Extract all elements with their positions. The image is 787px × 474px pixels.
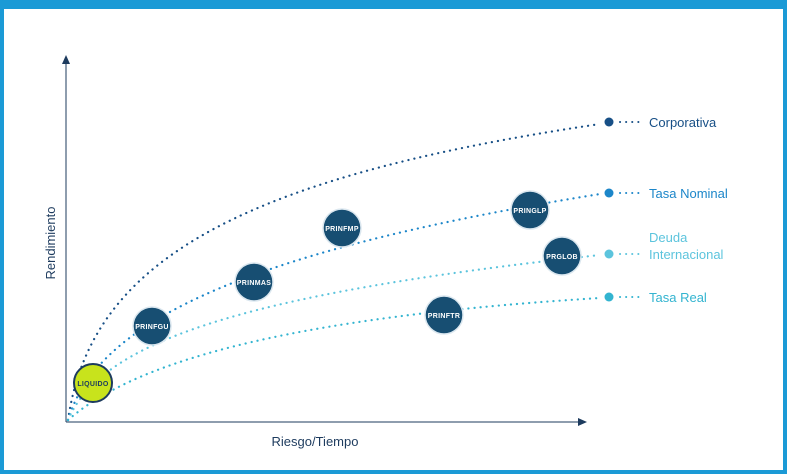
svg-text:PRINFMP: PRINFMP — [325, 226, 359, 233]
legend-dot-icon — [604, 249, 614, 259]
legend-deuda-internacional: Deuda Internacional — [604, 230, 724, 262]
x-axis-label: Riesgo/Tiempo — [272, 434, 359, 449]
legend-label-internacional: Internacional — [649, 247, 724, 262]
node-prinftr: PRINFTR — [424, 295, 464, 335]
legend-dot-icon — [604, 117, 614, 127]
svg-text:PRINFTR: PRINFTR — [428, 313, 460, 320]
legend-label-tasa-real: Tasa Real — [649, 290, 707, 305]
svg-text:PRINGLP: PRINGLP — [513, 208, 546, 215]
y-axis-arrow-icon — [62, 55, 70, 64]
legend-tasa-nominal: Tasa Nominal — [604, 186, 728, 201]
legend-dot-icon — [604, 188, 614, 198]
node-prglob: PRGLOB — [542, 236, 582, 276]
svg-text:PRINMAS: PRINMAS — [237, 280, 271, 287]
legend-label-tasa-nominal: Tasa Nominal — [649, 186, 728, 201]
node-prinfgu: PRINFGU — [132, 306, 172, 346]
node-liquido: LIQUIDO — [73, 363, 113, 403]
legend-label-deuda: Deuda — [649, 230, 688, 245]
node-pringlp: PRINGLP — [510, 190, 550, 230]
curve-tasa-nominal — [66, 192, 602, 422]
legend-label-corporativa: Corporativa — [649, 115, 717, 130]
legend-tasa-real: Tasa Real — [604, 290, 707, 305]
svg-text:PRGLOB: PRGLOB — [546, 254, 578, 261]
node-prinfmp: PRINFMP — [322, 208, 362, 248]
x-axis-arrow-icon — [578, 418, 587, 426]
y-axis-label: Rendimiento — [43, 207, 58, 280]
svg-text:LIQUIDO: LIQUIDO — [77, 381, 109, 388]
node-prinmas: PRINMAS — [234, 262, 274, 302]
legend-corporativa: Corporativa — [604, 115, 717, 130]
legend-dot-icon — [604, 292, 614, 302]
curve-corporativa — [66, 122, 602, 422]
svg-text:PRINFGU: PRINFGU — [135, 324, 169, 331]
